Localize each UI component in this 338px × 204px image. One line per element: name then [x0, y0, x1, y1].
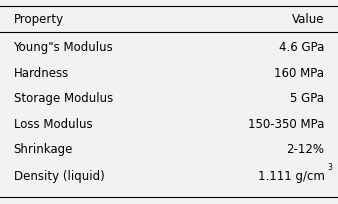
Text: Loss Modulus: Loss Modulus: [14, 118, 92, 131]
Text: Property: Property: [14, 13, 64, 26]
Text: 1.111 g/cm: 1.111 g/cm: [258, 170, 324, 183]
Text: Storage Modulus: Storage Modulus: [14, 92, 113, 105]
Text: 3: 3: [327, 163, 332, 172]
Text: 160 MPa: 160 MPa: [274, 67, 324, 80]
Text: 2-12%: 2-12%: [287, 143, 324, 156]
Text: Shrinkage: Shrinkage: [14, 143, 73, 156]
Text: Hardness: Hardness: [14, 67, 69, 80]
Text: Young"s Modulus: Young"s Modulus: [14, 41, 113, 54]
Text: 150-350 MPa: 150-350 MPa: [248, 118, 324, 131]
Text: Density (liquid): Density (liquid): [14, 170, 104, 183]
Text: Value: Value: [292, 13, 324, 26]
Text: 4.6 GPa: 4.6 GPa: [279, 41, 324, 54]
Text: 5 GPa: 5 GPa: [290, 92, 324, 105]
